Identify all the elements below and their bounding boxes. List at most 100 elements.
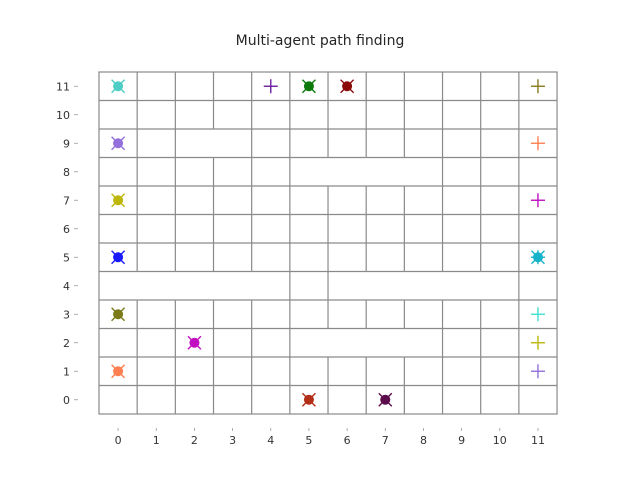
grid-cell: [289, 157, 329, 186]
grid-cell: [366, 100, 405, 129]
grid-cell: [175, 72, 214, 101]
grid-cell: [366, 357, 405, 386]
y-tick-label: 2: [63, 337, 70, 350]
grid-cell: [175, 100, 214, 129]
grid-cell: [442, 129, 481, 158]
grid-cell: [442, 243, 481, 272]
grid-cell: [366, 328, 405, 357]
grid-frame: [98, 71, 558, 415]
agent-marker: [113, 81, 124, 92]
grid-cell: [175, 300, 214, 329]
x-tick-label: 10: [493, 434, 507, 447]
grid-cell: [480, 72, 519, 101]
grid-cell: [175, 385, 214, 414]
grid-cell: [328, 385, 367, 414]
grid-cell: [480, 243, 519, 272]
grid-cell: [99, 214, 138, 243]
grid-cell: [328, 328, 367, 357]
grid-cell: [137, 186, 176, 215]
grid-cell: [480, 157, 519, 186]
agent-marker: [113, 252, 124, 263]
grid-cell: [251, 243, 290, 272]
grid-cell: [404, 243, 443, 272]
grid-cell: [366, 186, 405, 215]
agent-marker: [342, 81, 353, 92]
agent-marker: [113, 195, 124, 206]
grid-cell: [289, 100, 329, 129]
grid-cell: [366, 129, 405, 158]
grid-cell: [442, 186, 481, 215]
grid-cell: [328, 271, 367, 300]
y-tick-label: 10: [56, 109, 70, 122]
x-tick-label: 7: [382, 434, 389, 447]
grid-cell: [99, 385, 138, 414]
grid-cell: [137, 243, 176, 272]
x-tick-label: 9: [458, 434, 465, 447]
grid-cell: [289, 357, 329, 386]
grid-cell: [175, 243, 214, 272]
grid-cell: [213, 214, 252, 243]
grid-cell: [404, 328, 443, 357]
y-tick-label: 3: [63, 308, 70, 321]
grid-cell: [137, 357, 176, 386]
agent-marker: [303, 394, 314, 405]
grid-cell: [366, 157, 405, 186]
x-tick-label: 0: [115, 434, 122, 447]
grid-cell: [328, 100, 367, 129]
grid-cell: [328, 157, 367, 186]
grid-cell: [366, 243, 405, 272]
grid-cell: [480, 186, 519, 215]
grid-cell: [404, 385, 443, 414]
grid-cell: [328, 214, 367, 243]
grid-cell: [289, 129, 329, 158]
grid-cell: [99, 157, 138, 186]
x-tick-label: 3: [229, 434, 236, 447]
grid-cell: [480, 129, 519, 158]
x-tick-label: 11: [531, 434, 545, 447]
grid-cell: [175, 214, 214, 243]
y-tick-label: 7: [63, 194, 70, 207]
grid-cell: [404, 214, 443, 243]
grid-cell: [251, 385, 290, 414]
grid-cell: [137, 129, 176, 158]
grid-cell: [137, 214, 176, 243]
grid-cell: [328, 357, 367, 386]
grid-cell: [289, 300, 329, 329]
grid-cell: [328, 129, 367, 158]
grid-cell: [213, 186, 252, 215]
grid-cell: [442, 157, 481, 186]
grid-cell: [442, 328, 481, 357]
grid-cell: [137, 100, 176, 129]
grid-cell: [175, 157, 214, 186]
grid-cell: [251, 357, 290, 386]
grid-cell: [442, 300, 481, 329]
grid-cell: [213, 243, 252, 272]
grid-cell: [137, 72, 176, 101]
grid-cell: [289, 271, 329, 300]
grid-cell: [518, 157, 558, 186]
grid-cell: [480, 328, 519, 357]
grid-cell: [289, 214, 329, 243]
grid-cell: [366, 300, 405, 329]
agent-marker: [113, 138, 124, 149]
x-tick-label: 2: [191, 434, 198, 447]
x-tick-label: 8: [420, 434, 427, 447]
y-tick-label: 4: [63, 280, 70, 293]
grid-cell: [404, 72, 443, 101]
y-tick-label: 11: [56, 80, 70, 93]
grid-cell: [518, 214, 558, 243]
grid-cell: [213, 300, 252, 329]
grid-cell: [518, 100, 558, 129]
grid-cell: [251, 129, 290, 158]
y-tick-label: 9: [63, 137, 70, 150]
grid-cell: [289, 328, 329, 357]
y-tick-label: 6: [63, 223, 70, 236]
x-tick-label: 1: [153, 434, 160, 447]
grid-cell: [251, 100, 290, 129]
grid-cell: [480, 385, 519, 414]
grid-cell: [175, 271, 214, 300]
chart-title: Multi-agent path finding: [235, 33, 405, 49]
grid-cell: [480, 100, 519, 129]
x-tick-label: 5: [305, 434, 312, 447]
